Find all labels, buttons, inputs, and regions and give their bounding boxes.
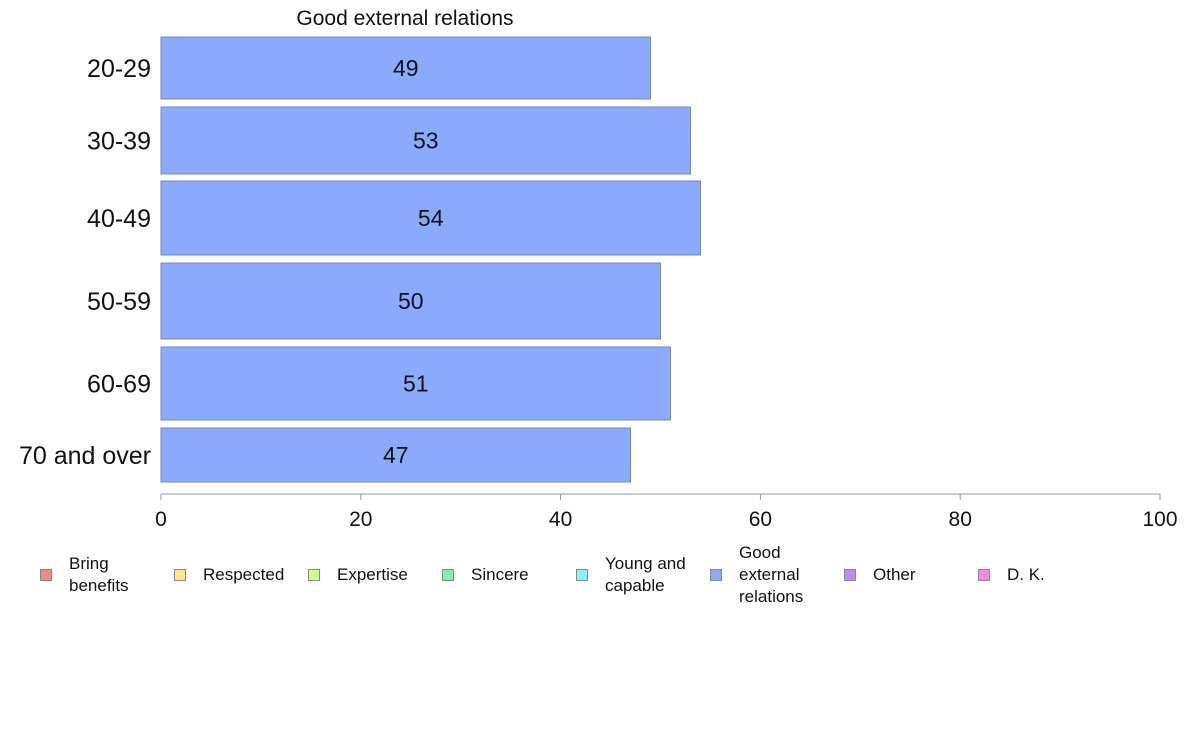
bar [160,346,671,421]
bar-value-label: 54 [418,205,444,231]
legend-item: Other [844,564,916,586]
bar [160,262,661,340]
x-tick-label: 0 [155,508,167,531]
legend-item: Sincere [442,564,529,586]
legend-label: Expertise [337,565,408,584]
legend-label: Bring benefits [69,554,129,595]
bar-chart: Good external relations 49 20-29 53 30-39 54… [19,7,1178,531]
chart-title: Good external relations [296,7,513,30]
bar [160,180,701,256]
legend-label: Respected [203,565,285,584]
legend-item: Young and capable [576,553,686,597]
bar-value-label: 50 [398,288,424,314]
legend-item: Expertise [308,564,408,586]
bar [160,106,691,175]
legend-swatch [442,569,454,581]
legend-swatch [40,569,52,581]
category-label: 30-39 [87,128,151,156]
legend-label: Good external relations [739,543,804,606]
x-tick-label: 100 [1142,508,1177,531]
bar-value-label: 49 [393,55,419,81]
category-label: 70 and over [19,442,151,470]
bar-value-label: 47 [383,442,409,468]
legend-swatch [844,569,856,581]
legend-swatch [576,569,588,581]
legend-label: Young and capable [605,554,686,595]
x-tick-label: 60 [749,508,772,531]
category-label: 20-29 [87,55,151,83]
legend-label: Sincere [471,565,529,584]
category-label: 50-59 [87,288,151,316]
x-tick-label: 40 [549,508,572,531]
bar [160,36,652,100]
legend: Bring benefits Respected Expertise Sincere Y… [0,540,1188,620]
legend-swatch [978,569,990,581]
legend-item: D. K. [978,564,1045,586]
category-label: 60-69 [87,371,151,399]
legend-item: Bring benefits [40,553,129,597]
legend-swatch [308,569,320,581]
bar-value-label: 53 [413,128,439,154]
bar-value-label: 51 [403,371,429,397]
bar [160,427,632,483]
legend-label: Other [873,565,916,584]
legend-swatch [174,569,186,581]
x-tick-label: 20 [349,508,372,531]
category-label: 40-49 [87,205,151,233]
legend-swatch [710,569,722,581]
legend-item: Good external relations [710,542,803,608]
x-axis: 0 20 40 60 80 100 [155,493,1178,531]
legend-item: Respected [174,564,284,586]
bars-layer: 49 20-29 53 30-39 54 40-49 50 50-59 51 60-69 47 70 … [19,36,701,483]
x-tick-label: 80 [949,508,972,531]
legend-label: D. K. [1007,565,1045,584]
